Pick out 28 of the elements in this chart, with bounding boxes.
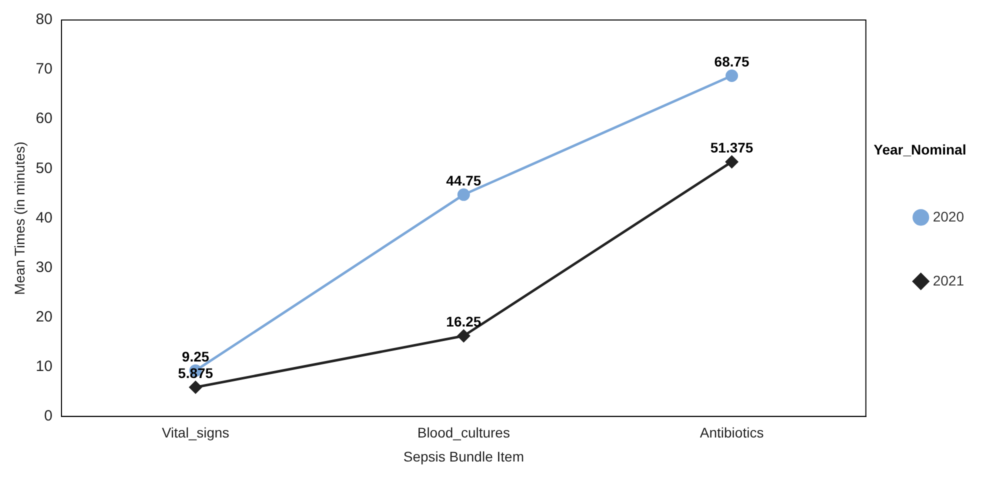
data-label: 9.25 bbox=[182, 348, 210, 364]
y-tick-label: 80 bbox=[36, 11, 52, 28]
y-tick-label: 20 bbox=[36, 308, 52, 326]
y-tick-label: 0 bbox=[44, 408, 52, 425]
legend-label: 2020 bbox=[932, 208, 964, 224]
point bbox=[726, 156, 738, 168]
point bbox=[726, 69, 738, 82]
data-label: 68.75 bbox=[714, 54, 750, 70]
legend-label: 2021 bbox=[932, 272, 964, 288]
y-tick-label: 10 bbox=[36, 358, 52, 375]
x-tick-label: Blood_cultures bbox=[417, 424, 510, 441]
data-label: 5.875 bbox=[178, 365, 214, 382]
y-tick-label: 60 bbox=[36, 110, 52, 128]
point bbox=[457, 330, 470, 342]
x-axis-title: Sepsis Bundle Item bbox=[403, 448, 524, 464]
data-label: 44.75 bbox=[446, 172, 482, 189]
y-tick-label: 50 bbox=[36, 160, 52, 177]
y-axis-title: Mean Times (in minutes) bbox=[11, 142, 28, 295]
data-label: 51.375 bbox=[710, 140, 754, 156]
data-label: 16.25 bbox=[446, 314, 482, 330]
x-tick-label: Antibiotics bbox=[700, 424, 764, 441]
y-tick-label: 30 bbox=[36, 258, 52, 276]
x-tick-label: Vital_signs bbox=[162, 424, 230, 441]
y-tick-label: 40 bbox=[36, 209, 52, 226]
legend-title: Year_Nominal bbox=[874, 141, 966, 158]
point bbox=[189, 381, 202, 394]
point bbox=[457, 188, 470, 201]
y-tick-label: 70 bbox=[36, 60, 52, 78]
